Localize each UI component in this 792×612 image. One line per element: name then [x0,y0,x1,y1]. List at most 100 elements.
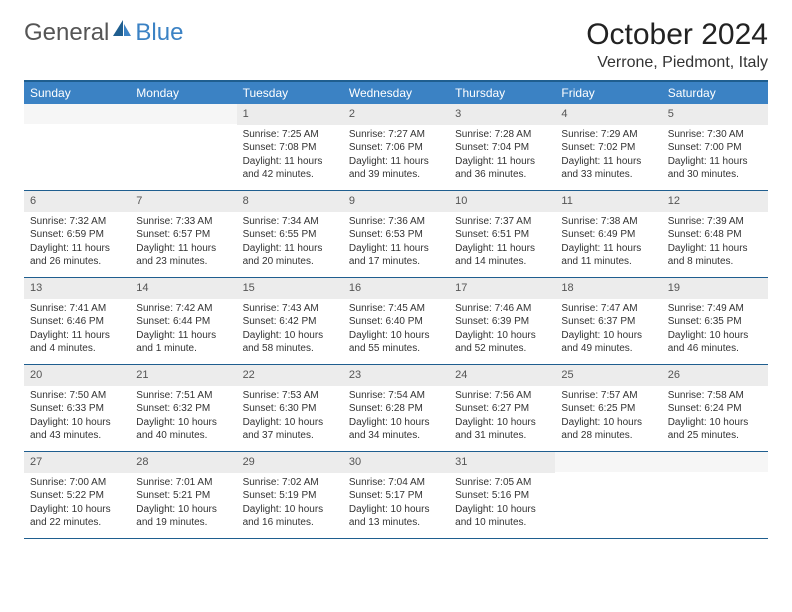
day-number: 14 [130,278,236,299]
day-number: 9 [343,191,449,212]
day-number [130,104,236,124]
sunset-text: Sunset: 5:22 PM [30,489,124,503]
brand-part1: General [24,19,109,47]
sunrise-text: Sunrise: 7:45 AM [349,302,443,316]
sunrise-text: Sunrise: 7:02 AM [243,476,337,490]
day-cell: 12Sunrise: 7:39 AMSunset: 6:48 PMDayligh… [662,191,768,277]
daylight-text: Daylight: 10 hours [243,503,337,517]
sunrise-text: Sunrise: 7:54 AM [349,389,443,403]
day-content: Sunrise: 7:49 AMSunset: 6:35 PMDaylight:… [662,299,768,362]
daylight-text: Daylight: 10 hours [349,329,443,343]
daylight-text: and 42 minutes. [243,168,337,182]
month-title: October 2024 [586,18,768,52]
day-content: Sunrise: 7:00 AMSunset: 5:22 PMDaylight:… [24,473,130,536]
day-content: Sunrise: 7:27 AMSunset: 7:06 PMDaylight:… [343,125,449,188]
daylight-text: Daylight: 11 hours [136,242,230,256]
day-cell: 7Sunrise: 7:33 AMSunset: 6:57 PMDaylight… [130,191,236,277]
daylight-text: and 26 minutes. [30,255,124,269]
day-number: 4 [555,104,661,125]
daylight-text: Daylight: 10 hours [243,329,337,343]
day-content: Sunrise: 7:29 AMSunset: 7:02 PMDaylight:… [555,125,661,188]
sunrise-text: Sunrise: 7:43 AM [243,302,337,316]
week-row: 27Sunrise: 7:00 AMSunset: 5:22 PMDayligh… [24,452,768,539]
day-content: Sunrise: 7:50 AMSunset: 6:33 PMDaylight:… [24,386,130,449]
daylight-text: and 23 minutes. [136,255,230,269]
daylight-text: Daylight: 10 hours [349,416,443,430]
weekday-header: Sunday [24,82,130,104]
day-number [24,104,130,124]
day-cell: 23Sunrise: 7:54 AMSunset: 6:28 PMDayligh… [343,365,449,451]
sunset-text: Sunset: 7:00 PM [668,141,762,155]
day-content: Sunrise: 7:56 AMSunset: 6:27 PMDaylight:… [449,386,555,449]
sunrise-text: Sunrise: 7:47 AM [561,302,655,316]
daylight-text: and 34 minutes. [349,429,443,443]
day-cell: 16Sunrise: 7:45 AMSunset: 6:40 PMDayligh… [343,278,449,364]
day-cell: 15Sunrise: 7:43 AMSunset: 6:42 PMDayligh… [237,278,343,364]
sail-icon [111,18,133,47]
day-content: Sunrise: 7:32 AMSunset: 6:59 PMDaylight:… [24,212,130,275]
day-cell [662,452,768,538]
sunset-text: Sunset: 6:49 PM [561,228,655,242]
sunrise-text: Sunrise: 7:41 AM [30,302,124,316]
brand-part2: Blue [135,19,183,47]
day-content: Sunrise: 7:42 AMSunset: 6:44 PMDaylight:… [130,299,236,362]
sunrise-text: Sunrise: 7:28 AM [455,128,549,142]
day-content: Sunrise: 7:51 AMSunset: 6:32 PMDaylight:… [130,386,236,449]
day-cell: 26Sunrise: 7:58 AMSunset: 6:24 PMDayligh… [662,365,768,451]
sunset-text: Sunset: 6:30 PM [243,402,337,416]
sunset-text: Sunset: 7:02 PM [561,141,655,155]
sunrise-text: Sunrise: 7:29 AM [561,128,655,142]
sunset-text: Sunset: 7:08 PM [243,141,337,155]
daylight-text: and 49 minutes. [561,342,655,356]
daylight-text: Daylight: 10 hours [668,329,762,343]
daylight-text: Daylight: 10 hours [561,329,655,343]
daylight-text: and 8 minutes. [668,255,762,269]
daylight-text: and 1 minute. [136,342,230,356]
daylight-text: and 39 minutes. [349,168,443,182]
day-content: Sunrise: 7:36 AMSunset: 6:53 PMDaylight:… [343,212,449,275]
daylight-text: and 37 minutes. [243,429,337,443]
sunrise-text: Sunrise: 7:37 AM [455,215,549,229]
daylight-text: and 40 minutes. [136,429,230,443]
day-content: Sunrise: 7:04 AMSunset: 5:17 PMDaylight:… [343,473,449,536]
sunrise-text: Sunrise: 7:34 AM [243,215,337,229]
day-number: 31 [449,452,555,473]
day-content: Sunrise: 7:53 AMSunset: 6:30 PMDaylight:… [237,386,343,449]
week-row: 1Sunrise: 7:25 AMSunset: 7:08 PMDaylight… [24,104,768,191]
sunset-text: Sunset: 6:44 PM [136,315,230,329]
day-cell: 22Sunrise: 7:53 AMSunset: 6:30 PMDayligh… [237,365,343,451]
day-number: 28 [130,452,236,473]
weekday-header: Tuesday [237,82,343,104]
day-content: Sunrise: 7:25 AMSunset: 7:08 PMDaylight:… [237,125,343,188]
daylight-text: Daylight: 10 hours [561,416,655,430]
sunrise-text: Sunrise: 7:39 AM [668,215,762,229]
day-content: Sunrise: 7:30 AMSunset: 7:00 PMDaylight:… [662,125,768,188]
day-cell: 27Sunrise: 7:00 AMSunset: 5:22 PMDayligh… [24,452,130,538]
day-cell: 30Sunrise: 7:04 AMSunset: 5:17 PMDayligh… [343,452,449,538]
day-content: Sunrise: 7:33 AMSunset: 6:57 PMDaylight:… [130,212,236,275]
day-content: Sunrise: 7:46 AMSunset: 6:39 PMDaylight:… [449,299,555,362]
day-number: 7 [130,191,236,212]
day-number: 25 [555,365,661,386]
day-cell: 21Sunrise: 7:51 AMSunset: 6:32 PMDayligh… [130,365,236,451]
daylight-text: and 31 minutes. [455,429,549,443]
daylight-text: and 4 minutes. [30,342,124,356]
sunset-text: Sunset: 6:35 PM [668,315,762,329]
daylight-text: Daylight: 10 hours [136,503,230,517]
day-content: Sunrise: 7:57 AMSunset: 6:25 PMDaylight:… [555,386,661,449]
day-number: 19 [662,278,768,299]
calendar: Sunday Monday Tuesday Wednesday Thursday… [24,80,768,539]
daylight-text: and 22 minutes. [30,516,124,530]
day-cell: 19Sunrise: 7:49 AMSunset: 6:35 PMDayligh… [662,278,768,364]
daylight-text: and 30 minutes. [668,168,762,182]
day-number: 13 [24,278,130,299]
day-number: 18 [555,278,661,299]
daylight-text: and 17 minutes. [349,255,443,269]
weekday-header: Saturday [662,82,768,104]
day-cell: 9Sunrise: 7:36 AMSunset: 6:53 PMDaylight… [343,191,449,277]
day-content: Sunrise: 7:47 AMSunset: 6:37 PMDaylight:… [555,299,661,362]
day-number: 21 [130,365,236,386]
day-cell: 18Sunrise: 7:47 AMSunset: 6:37 PMDayligh… [555,278,661,364]
daylight-text: and 55 minutes. [349,342,443,356]
day-number: 22 [237,365,343,386]
